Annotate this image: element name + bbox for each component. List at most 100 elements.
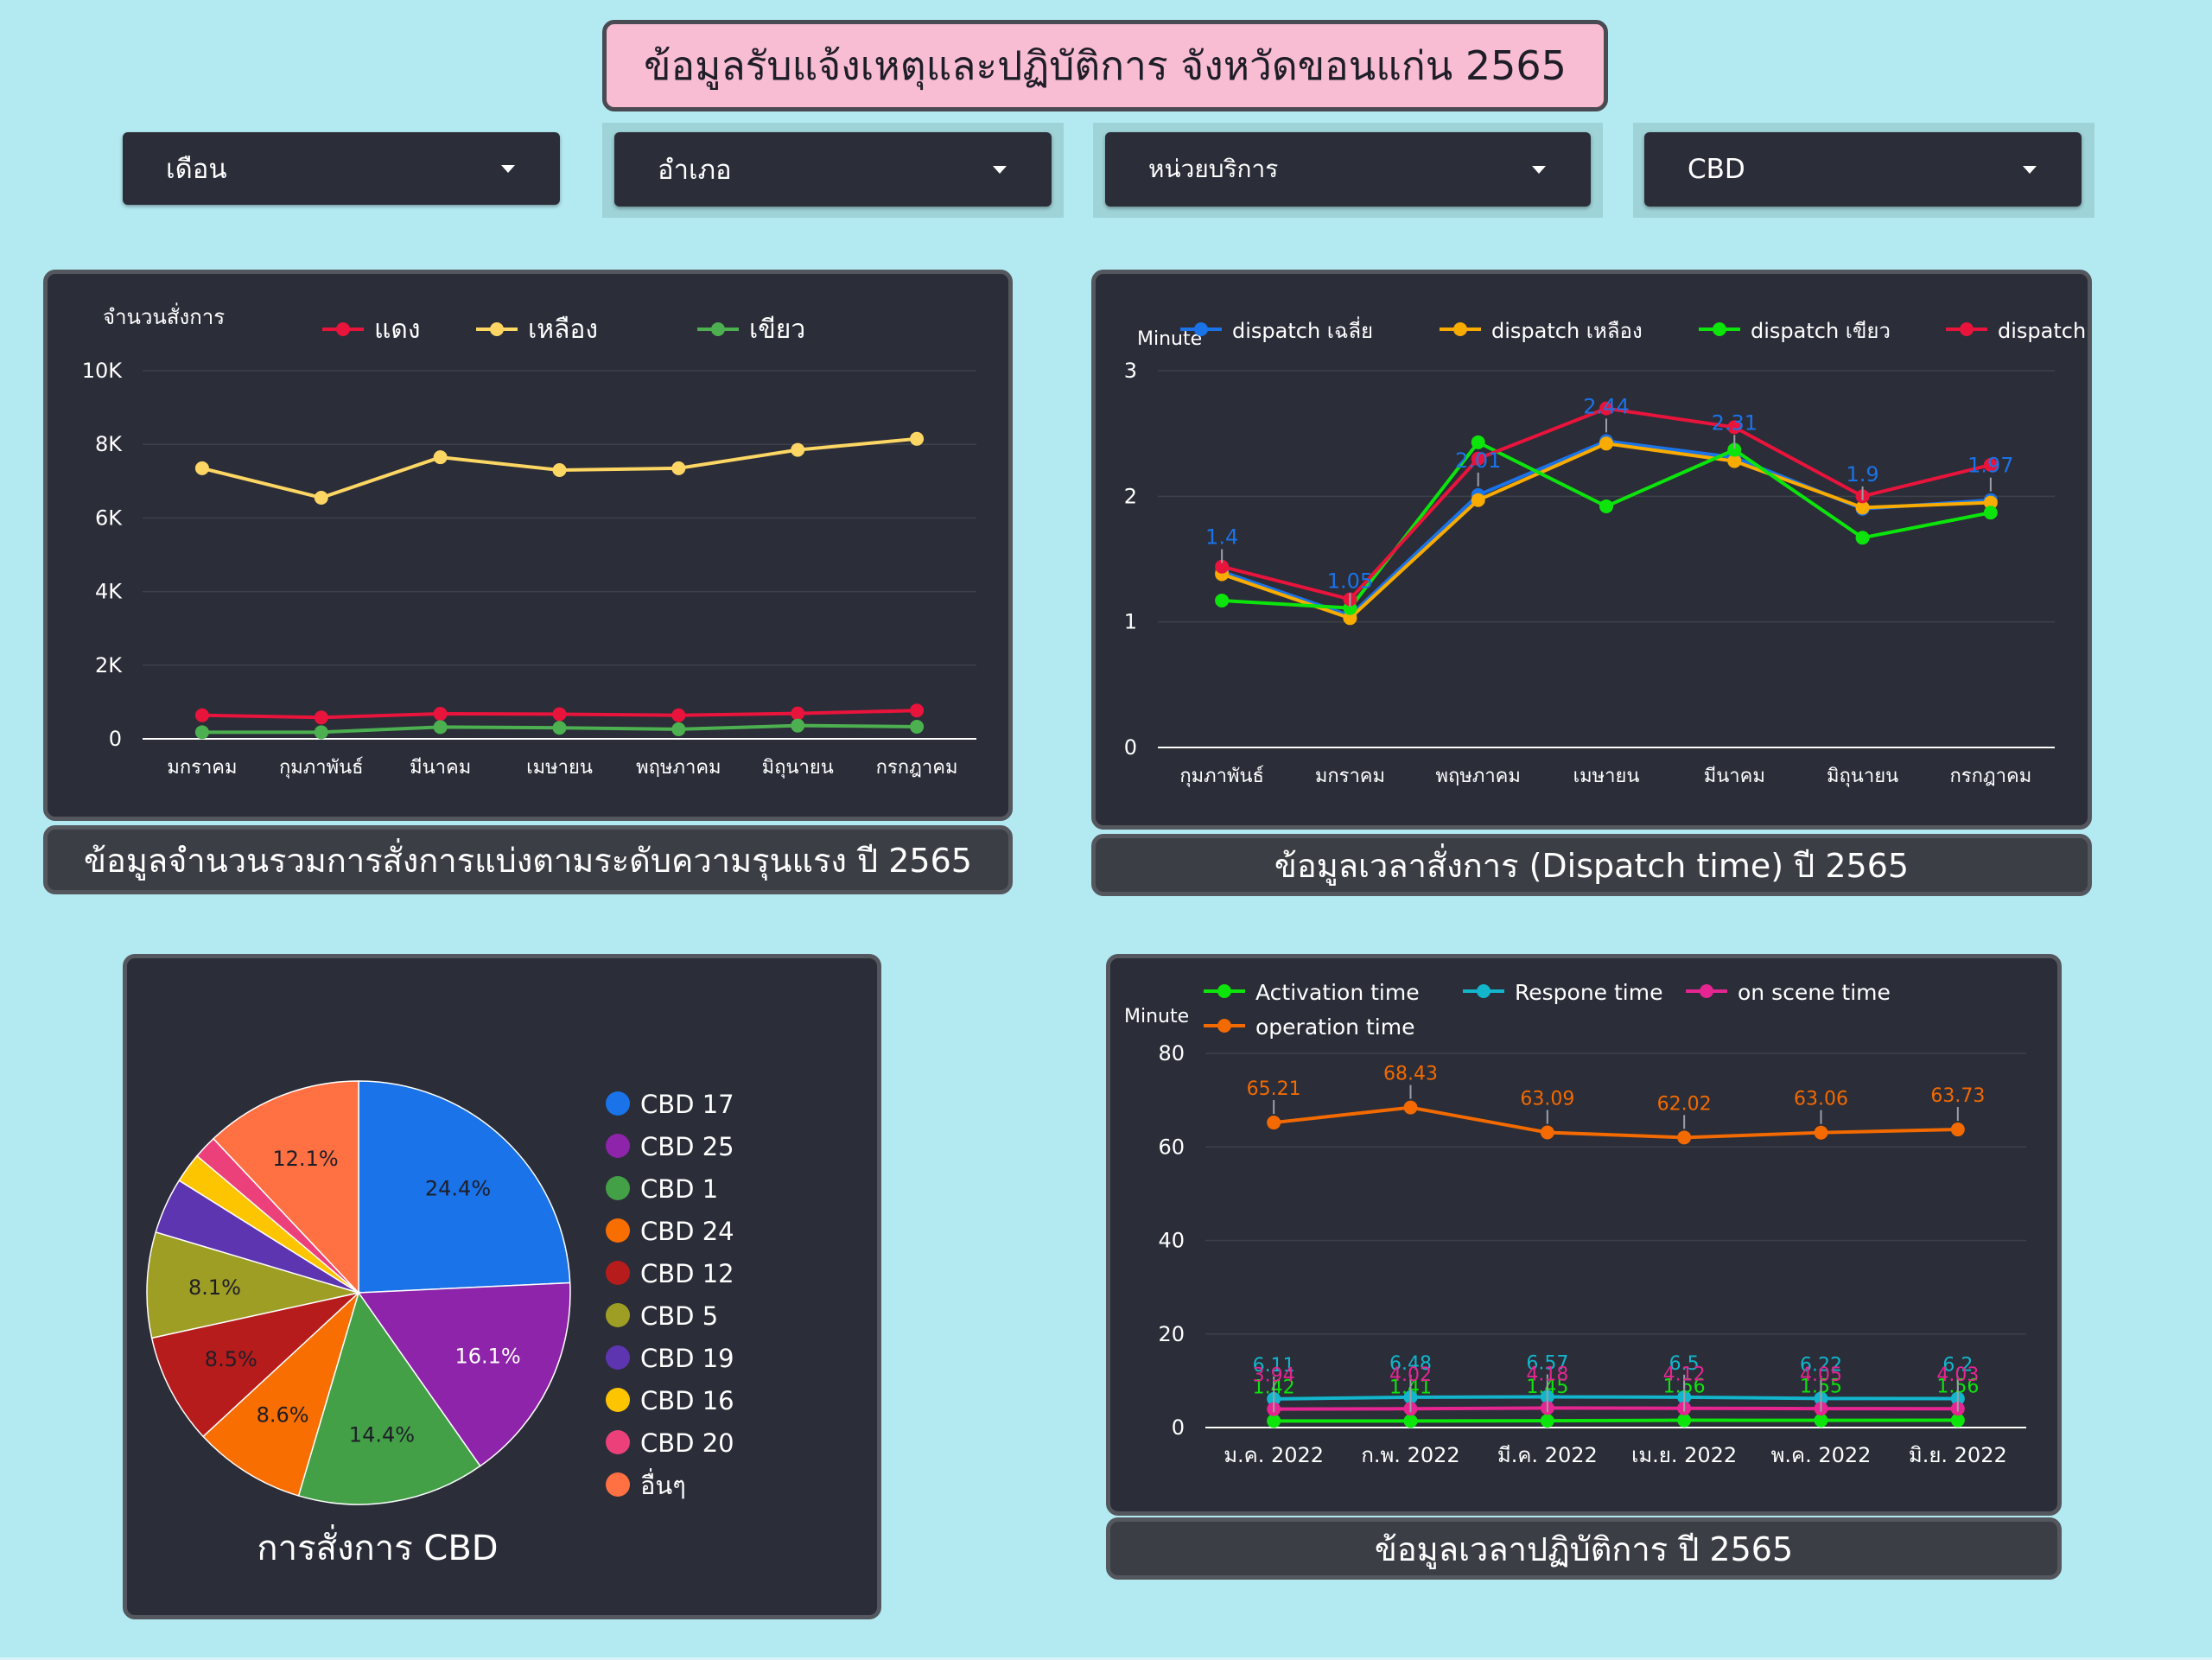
pie-slice (358, 1080, 571, 1294)
data-point (1727, 442, 1742, 457)
x-tick-label: เม.ย. 2022 (1631, 1443, 1737, 1467)
legend-item: operation time (1204, 1014, 1414, 1040)
legend-swatch-dot (336, 322, 350, 336)
y-tick-label: 6K (95, 506, 123, 530)
pie-slice-label: 8.6% (257, 1403, 309, 1428)
legend-item: CBD 24 (606, 1217, 734, 1246)
data-label: 6.11 (1253, 1355, 1295, 1377)
data-label: 6.57 (1526, 1352, 1568, 1374)
legend-item: อื่นๆ (606, 1468, 686, 1500)
filter-unit-dropdown[interactable]: หน่วยบริการ (1105, 132, 1591, 207)
data-point (1215, 559, 1230, 574)
filter-cbd-dropdown[interactable]: CBD (1644, 132, 2082, 207)
filter-district-label: อำเภอ (658, 155, 732, 186)
filter-month-dropdown[interactable]: เดือน (123, 132, 560, 205)
legend-item: dispatch เฉลี่ย (1180, 316, 1373, 343)
severity-chart-panel: 0 2K 4K 6K 8K 10K จำนวนสั่งการ มกราคม กุมภาพันธ์… (43, 270, 1013, 821)
legend-label: CBD 24 (640, 1217, 734, 1246)
pie-slice (202, 1290, 360, 1497)
legend-item: เขียว (697, 315, 805, 345)
x-tick-label: มี.ค. 2022 (1497, 1443, 1598, 1467)
data-point (1403, 1414, 1418, 1428)
legend-swatch-dot (606, 1134, 630, 1158)
data-label: 4.18 (1526, 1364, 1568, 1385)
legend-label: อื่นๆ (640, 1468, 686, 1500)
operation-chart-caption: ข้อมูลเวลาปฏิบัติการ ปี 2565 (1106, 1517, 2062, 1580)
legend-swatch-dot (606, 1218, 630, 1243)
y-tick-label: 80 (1158, 1041, 1185, 1065)
data-label: 62.02 (1657, 1093, 1712, 1115)
x-tick-label: กุมภาพันธ์ (1179, 766, 1264, 787)
severity-chart-caption: ข้อมูลจำนวนรวมการสั่งการแบ่งตามระดับความ… (43, 825, 1013, 894)
data-label: 1.05 (1327, 569, 1373, 593)
legend-item: CBD 16 (606, 1386, 734, 1415)
y-axis-label: Minute (1124, 1006, 1189, 1027)
data-label: 2.44 (1583, 394, 1629, 418)
x-tick-label: มกราคม (167, 757, 237, 779)
data-point (314, 710, 328, 725)
x-tick-label: พ.ค. 2022 (1771, 1443, 1872, 1467)
filter-district-dropdown[interactable]: อำเภอ (614, 132, 1052, 207)
data-point (791, 706, 805, 721)
cbd-pie-chart: 24.4% 16.1% 14.4% 8.6% 8.5% 8.1% 12.1% CBD 17 CB… (146, 1080, 734, 1505)
data-point (433, 720, 448, 735)
y-tick-label: 40 (1158, 1229, 1185, 1253)
pie-slice-label: 8.5% (205, 1347, 257, 1371)
data-point (1267, 1116, 1281, 1130)
operation-chart-panel: 0 20 40 60 80 Minute ม.ค. 2022 ก.พ. 2022 มี.ค. 2… (1106, 954, 2062, 1516)
legend-swatch-dot (1217, 1019, 1231, 1033)
legend-label: dispatch เขียว (1751, 319, 1891, 343)
legend-item: CBD 1 (606, 1174, 718, 1204)
legend-label: on scene time (1738, 980, 1891, 1005)
x-tick-label: กรกฎาคม (876, 757, 958, 779)
data-point (1599, 436, 1613, 451)
data-label: 3.94 (1253, 1365, 1295, 1387)
data-label: 2.01 (1455, 448, 1501, 473)
data-label: 6.5 (1669, 1353, 1700, 1375)
data-point (1343, 611, 1357, 626)
legend-swatch-dot (606, 1388, 630, 1412)
y-axis-label: จำนวนสั่งการ (103, 302, 225, 329)
legend-label: dispatch แดง (1998, 319, 2088, 343)
legend-swatch-dot (1453, 322, 1467, 336)
y-tick-label: 1 (1124, 610, 1137, 634)
pie-slice-label: 16.1% (454, 1344, 520, 1368)
legend-label: แดง (374, 315, 420, 345)
data-point (1677, 1413, 1692, 1428)
data-point (433, 450, 448, 465)
page-title: ข้อมูลรับแจ้งเหตุและปฏิบัติการ จังหวัดขอ… (602, 20, 1608, 111)
y-tick-label: 0 (1124, 735, 1137, 760)
data-point (1983, 458, 1998, 472)
legend-item: แดง (322, 315, 420, 345)
legend-item: on scene time (1686, 980, 1891, 1005)
series-line (1273, 1105, 1958, 1140)
data-label: 4.02 (1389, 1364, 1432, 1386)
x-tick-label: กรกฎาคม (1949, 766, 2031, 787)
y-tick-label: 4K (95, 580, 123, 604)
data-point (791, 718, 805, 733)
data-point (552, 707, 567, 722)
pie-slice (146, 1231, 361, 1339)
legend-swatch-dot (1960, 322, 1974, 336)
data-label: 63.09 (1520, 1089, 1574, 1110)
y-tick-label: 20 (1158, 1322, 1185, 1346)
legend-item: CBD 17 (606, 1090, 734, 1119)
legend-swatch-dot (1194, 322, 1208, 336)
data-label: 65.21 (1247, 1078, 1301, 1100)
data-point (314, 725, 328, 740)
data-point (552, 463, 567, 478)
x-tick-label: มีนาคม (1704, 766, 1765, 787)
data-point (433, 707, 448, 722)
legend-label: CBD 19 (640, 1344, 734, 1373)
data-point (1403, 1100, 1418, 1115)
legend-swatch-dot (1477, 984, 1491, 998)
pie-slice (357, 1282, 571, 1467)
data-point (552, 721, 567, 735)
data-label: 4.12 (1663, 1364, 1706, 1386)
y-tick-label: 60 (1158, 1135, 1185, 1159)
x-tick-label: เมษายน (526, 757, 593, 779)
legend-label: เหลือง (528, 315, 598, 345)
x-tick-label: พฤษภาคม (1436, 766, 1521, 787)
data-point (1814, 1125, 1828, 1140)
data-point (791, 442, 805, 457)
